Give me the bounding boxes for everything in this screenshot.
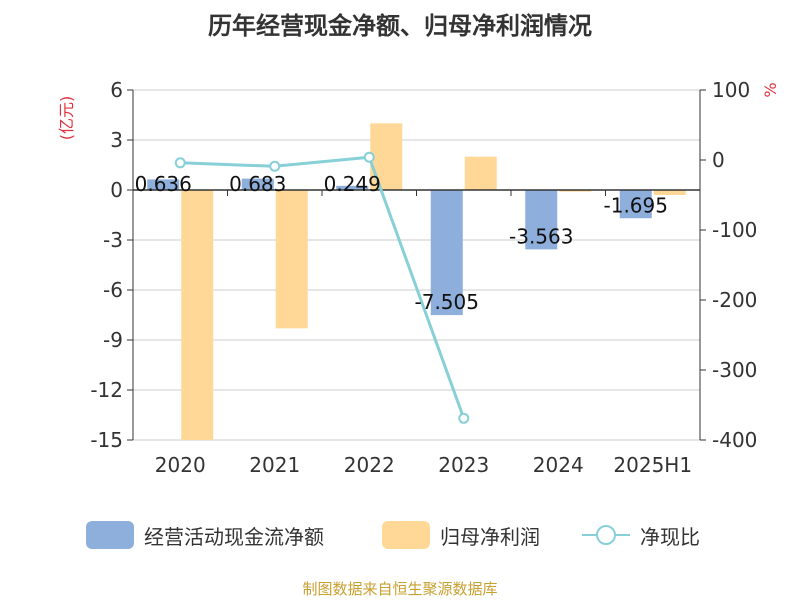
bar-cash-flow — [525, 190, 558, 250]
x-tick-label: 2025H1 — [613, 453, 692, 477]
bar-net-profit — [653, 190, 686, 195]
legend-label-cash-flow: 经营活动现金流净额 — [144, 524, 324, 549]
data-label-cash-flow: 0.249 — [324, 172, 381, 196]
y-right-tick-label: -300 — [712, 358, 757, 382]
y-left-tick-label: -3 — [103, 228, 123, 252]
ratio-line — [174, 151, 470, 424]
ratio-line-path — [180, 155, 466, 419]
x-tick-label: 2024 — [533, 453, 584, 477]
x-tick-label: 2020 — [155, 453, 206, 477]
y-right-tick-label: -400 — [712, 428, 757, 452]
bar-cash-flow — [147, 179, 180, 190]
chart-title: 历年经营现金净额、归母净利润情况 — [208, 12, 592, 40]
chart-plot: 6 3 0 -3 -6 -9 -12 -15 100 0 -100 -200 -300 -400 2020 2… — [57, 78, 780, 477]
y-left-tick-label: -9 — [103, 328, 123, 352]
y-right-tick-label: 0 — [712, 148, 725, 172]
data-label-cash-flow: 0.636 — [135, 172, 192, 196]
legend-swatch-cash-flow — [86, 521, 134, 549]
ratio-point — [363, 151, 375, 163]
ratio-point — [269, 160, 281, 172]
grid-lines — [133, 89, 700, 441]
bar-cash-flow — [336, 185, 369, 190]
y-right-tick-label: 100 — [712, 78, 750, 102]
legend-swatch-net-profit — [382, 521, 430, 549]
bar-net-profit — [181, 190, 214, 440]
data-label-cash-flow: -1.695 — [604, 193, 668, 217]
bar-cash-flow — [430, 190, 463, 316]
ratio-point — [174, 157, 186, 169]
bars — [147, 123, 686, 440]
y-right-tick-label: -100 — [712, 218, 757, 242]
y-left-tick-label: 0 — [110, 178, 123, 202]
x-tick-label: 2021 — [249, 453, 300, 477]
legend-line-ratio — [582, 521, 630, 549]
legend-item-net-profit[interactable]: 归母净利润 — [382, 518, 540, 552]
bar-cash-flow — [619, 190, 652, 219]
legend-item-cash-flow[interactable]: 经营活动现金流净额 — [86, 518, 324, 552]
x-tick-label: 2023 — [438, 453, 489, 477]
bar-net-profit — [559, 190, 592, 192]
y-left-tick-label: -12 — [90, 378, 123, 402]
y-right-unit-label: % — [761, 82, 780, 97]
bar-cash-flow — [241, 178, 274, 190]
y-left-tick-label: 6 — [110, 78, 123, 102]
legend-label-ratio: 净现比 — [640, 524, 700, 549]
source-note: 制图数据来自恒生聚源数据库 — [302, 580, 498, 598]
data-label-cash-flow: 0.683 — [229, 172, 286, 196]
y-left-tick-label: -15 — [90, 428, 123, 452]
data-label-cash-flow: -7.505 — [415, 290, 479, 314]
y-left-tick-label: -6 — [103, 278, 123, 302]
data-labels: 0.636 0.683 0.249 -7.505 -3.563 -1.695 — [135, 172, 668, 314]
bar-net-profit — [275, 190, 308, 329]
x-tick-label: 2022 — [344, 453, 395, 477]
y-left-unit-label: (亿元) — [57, 96, 76, 141]
data-label-cash-flow: -3.563 — [509, 224, 573, 248]
y-right-tick-label: -200 — [712, 288, 757, 312]
bar-net-profit — [464, 156, 497, 190]
axes: 6 3 0 -3 -6 -9 -12 -15 100 0 -100 -200 -300 -400 2020 2… — [90, 78, 757, 477]
y-left-tick-label: 3 — [110, 128, 123, 152]
legend-label-net-profit: 归母净利润 — [440, 524, 540, 549]
ratio-point — [458, 412, 470, 424]
legend: 经营活动现金流净额 归母净利润 净现比 — [0, 518, 800, 552]
legend-item-ratio[interactable]: 净现比 — [582, 518, 700, 552]
